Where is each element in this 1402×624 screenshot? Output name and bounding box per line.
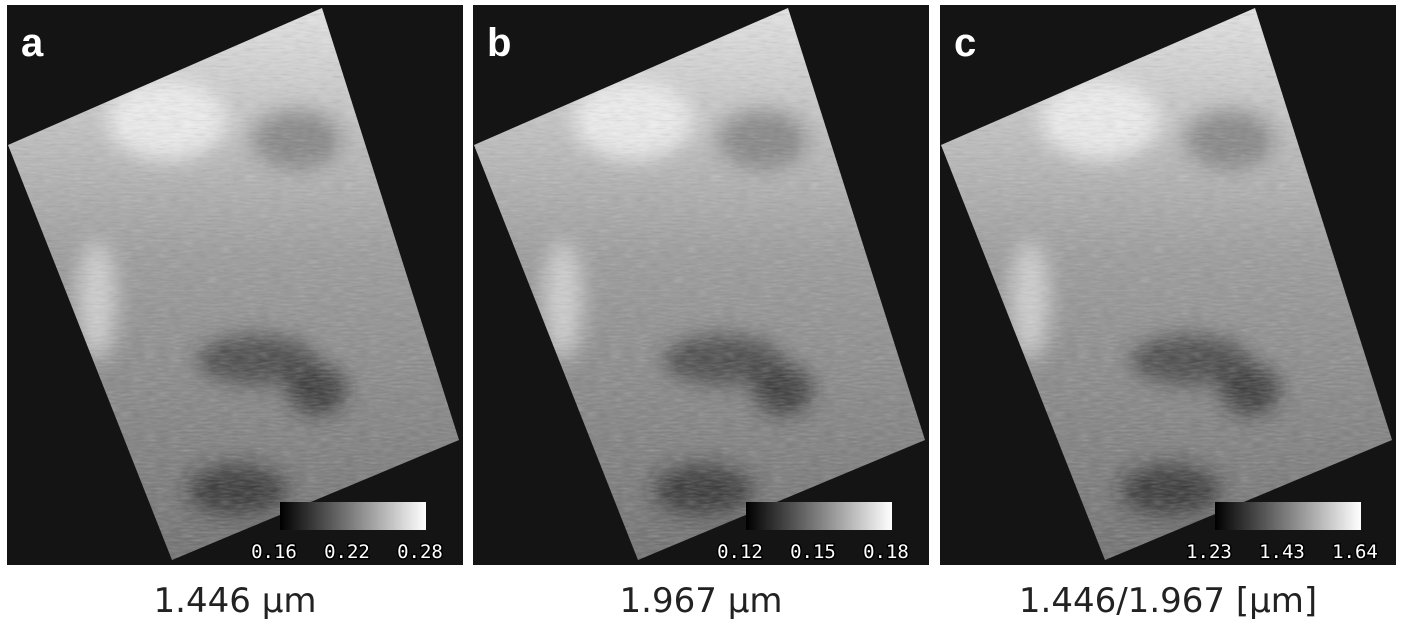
panel-label: b [487,21,511,65]
panel-caption: 1.446/1.967 [µm] [1019,581,1317,621]
colorbar-tick-label: 0.16 [251,541,297,563]
colorbar [746,502,892,530]
colorbar-tick-label: 1.64 [1332,541,1378,563]
panel-caption: 1.967 µm [620,581,783,621]
panel-label: a [21,21,44,65]
colorbar-tick-label: 1.43 [1259,541,1305,563]
panel: c 1.23 1.43 1.64 1.446/1.967 [µm] [940,0,1396,621]
colorbar-tick-label: 1.23 [1186,541,1232,563]
figure: a 0.16 0.22 0.28 1.446 µm b 0.12 0.15 0.18 1.967 … [0,0,1402,624]
colorbar-tick-label: 0.28 [397,541,443,563]
colorbar-tick-label: 0.22 [324,541,370,563]
colorbar [1215,502,1361,530]
panel-caption: 1.446 µm [154,581,317,621]
colorbar-tick-label: 0.12 [717,541,763,563]
colorbar [280,502,426,530]
colorbar-tick-label: 0.18 [863,541,909,563]
colorbar-tick-label: 0.15 [790,541,836,563]
panel-label: c [954,21,976,65]
panel: b 0.12 0.15 0.18 1.967 µm [473,0,929,621]
panel: a 0.16 0.22 0.28 1.446 µm [7,0,463,621]
